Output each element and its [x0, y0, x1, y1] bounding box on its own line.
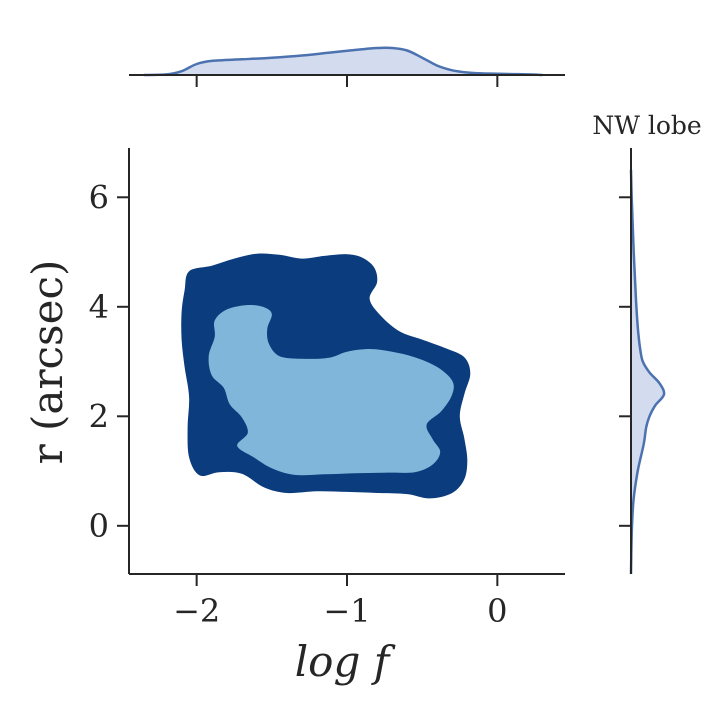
x-marginal-ticks — [195, 75, 499, 87]
y-axis-label: r (arcsec) — [23, 260, 72, 465]
y-axis-ticks: 0 2 4 6 — [89, 178, 129, 545]
y-tick-label: 4 — [89, 288, 109, 326]
y-marginal-ticks — [619, 196, 631, 527]
kde-contours — [181, 253, 471, 499]
panel-label: NW lobe — [592, 111, 701, 140]
y-tick-label: 0 — [89, 507, 109, 545]
main-kde-plot: −2 −1 0 0 2 4 6 log f r (arcsec) — [23, 148, 565, 686]
y-tick-label: 2 — [89, 397, 109, 435]
x-marginal-density — [129, 46, 565, 87]
y-marginal-line — [629, 169, 666, 575]
y-tick-label: 6 — [89, 178, 109, 216]
x-marginal-line — [143, 46, 543, 77]
x-axis-ticks: −2 −1 0 — [173, 574, 508, 630]
y-marginal-density: NW lobe — [592, 111, 702, 575]
x-axis-label: log f — [295, 637, 396, 686]
x-tick-label: −2 — [173, 592, 220, 630]
contour-inner — [208, 304, 454, 476]
x-tick-label: −1 — [323, 592, 370, 630]
x-tick-label: 0 — [487, 592, 507, 630]
